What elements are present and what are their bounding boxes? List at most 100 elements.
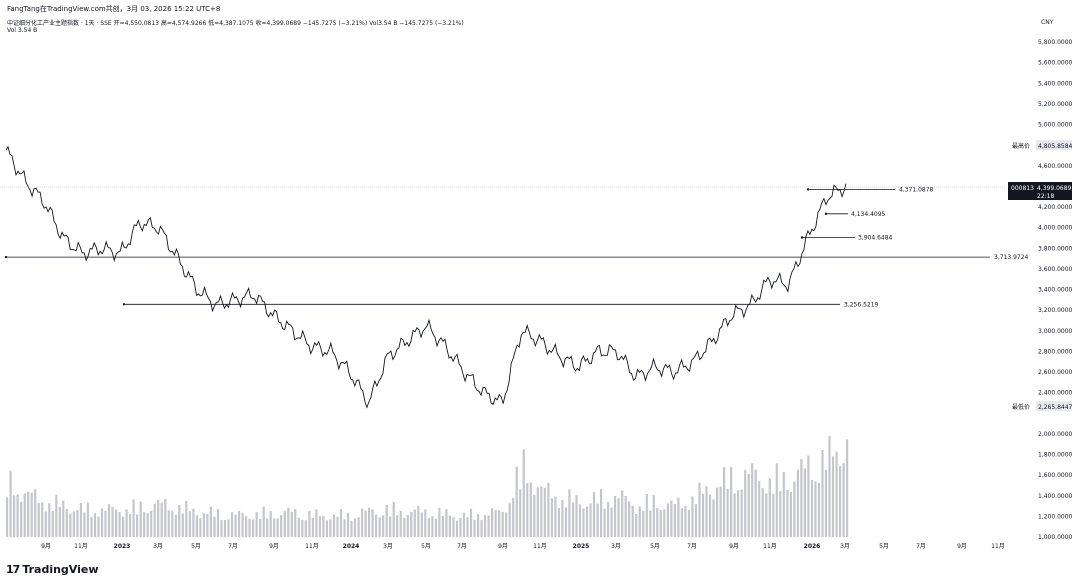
volume-bar [754, 469, 757, 537]
volume-bar [241, 512, 244, 537]
logo-text: TradingView [22, 563, 99, 576]
volume-bar [245, 516, 248, 537]
volume-bar [325, 520, 328, 537]
price-chart[interactable]: 4,371.0878 4,134.4095 3,904.6484 3,713.9724… [0, 0, 1080, 560]
volume-bar [227, 519, 230, 537]
level-anchor[interactable] [800, 236, 804, 239]
volume-bar [505, 512, 508, 537]
low-label: 最低价 [1012, 403, 1030, 411]
volume-bar [670, 500, 673, 537]
time-tick-label: 11月 [533, 543, 547, 550]
volume-bar [445, 509, 448, 537]
volume-bar [160, 502, 163, 537]
volume-bar [343, 519, 346, 537]
volume-bar [533, 494, 536, 537]
volume-bar [304, 520, 307, 537]
volume-bar [37, 502, 40, 537]
time-tick-label: 5月 [650, 543, 660, 550]
level-label: 3,256.5219 [844, 301, 879, 308]
volume-bar [614, 495, 617, 537]
level-anchor[interactable] [824, 212, 828, 215]
volume-bar [223, 519, 227, 537]
volume-bar [178, 504, 181, 537]
volume-bar [512, 497, 515, 537]
volume-bar [810, 480, 814, 537]
time-tick-label: 2026 [804, 543, 821, 550]
level-anchor[interactable] [806, 188, 810, 191]
volume-bar [786, 490, 789, 537]
volume-bar [332, 514, 336, 537]
time-tick-label: 9月 [957, 543, 967, 550]
volume-bar [796, 469, 799, 537]
volume-bar [705, 486, 708, 537]
volume-bar [624, 495, 627, 537]
volume-bar [107, 503, 111, 537]
volume-bar [44, 511, 47, 537]
price-tick-label: 5,200.0000 [1038, 101, 1073, 108]
level-anchor[interactable] [122, 303, 126, 306]
time-axis[interactable]: 9月 11月 2023 3月 5月 7月 9月 11月 2024 3月 5月 7月 9月 11月 2025 3… [41, 543, 1005, 550]
volume-bar [589, 503, 592, 537]
volume-bar [389, 516, 392, 537]
volume-bar [230, 512, 234, 537]
volume-bar [828, 435, 831, 537]
volume-bar [448, 515, 451, 537]
volume-bar [185, 501, 188, 537]
price-tick-label: 1,600.0000 [1038, 472, 1073, 479]
volume-bar [800, 458, 803, 537]
volume-bar [831, 456, 835, 537]
volume-bar [434, 518, 437, 537]
volume-bar [62, 500, 65, 537]
open-value: 开=4,550.0813 [113, 20, 159, 27]
volume-bar [122, 516, 125, 537]
volume-bar [329, 519, 332, 537]
volume-bar [420, 512, 423, 537]
volume-bar [79, 502, 82, 537]
time-tick-label: 9月 [269, 543, 279, 550]
tradingview-logo[interactable]: 17 TradingView [6, 563, 99, 576]
volume-bar [216, 509, 220, 537]
symbol-tag: 000813 [1011, 185, 1034, 192]
volume-bar [51, 510, 54, 537]
volume-bar [48, 503, 51, 537]
volume-bar [157, 499, 160, 537]
high-marker: 最高价 4,805.8584 [1008, 140, 1073, 150]
volume-bar [361, 508, 364, 537]
price-scale[interactable]: 5,800.0000 5,600.0000 5,400.0000 5,200.0000… [1038, 39, 1073, 541]
volume-bar [311, 518, 314, 537]
time-tick-label: 11月 [991, 543, 1005, 550]
volume-bar [146, 513, 149, 537]
volume-bar [350, 520, 353, 537]
volume-bar [462, 512, 466, 537]
volume-bar [617, 498, 620, 537]
volume-bar [34, 489, 37, 537]
volume-bar [171, 510, 174, 537]
volume-bar [76, 510, 79, 537]
volume-bar [550, 498, 553, 537]
volume-bar [519, 489, 522, 537]
volume-bar [396, 515, 399, 537]
volume-bar [364, 510, 367, 537]
volume-bar [469, 508, 473, 537]
countdown: 22:18 [1037, 193, 1054, 200]
volume-bar [65, 509, 68, 537]
time-tick-label: 2023 [114, 543, 131, 550]
volume-bar [129, 513, 132, 537]
volume-bar [621, 490, 624, 537]
level-anchor[interactable] [4, 255, 8, 259]
volume-bar [385, 505, 388, 537]
volume-bar [673, 504, 676, 537]
volume-bar [600, 489, 603, 537]
price-line [5, 145, 847, 409]
horizontal-levels[interactable]: 4,371.0878 4,134.4095 3,904.6484 3,713.9724… [4, 186, 1029, 308]
volume-bar [751, 463, 754, 537]
volume-bar [571, 502, 575, 537]
volume-bar [273, 518, 276, 537]
volume-bar [726, 488, 729, 537]
volume-bar [480, 520, 483, 537]
volume-bar [782, 472, 785, 537]
volume-bar [687, 510, 690, 537]
volume-bar [368, 507, 371, 537]
level-label: 3,904.6484 [858, 235, 893, 242]
volume-bar [357, 517, 360, 537]
